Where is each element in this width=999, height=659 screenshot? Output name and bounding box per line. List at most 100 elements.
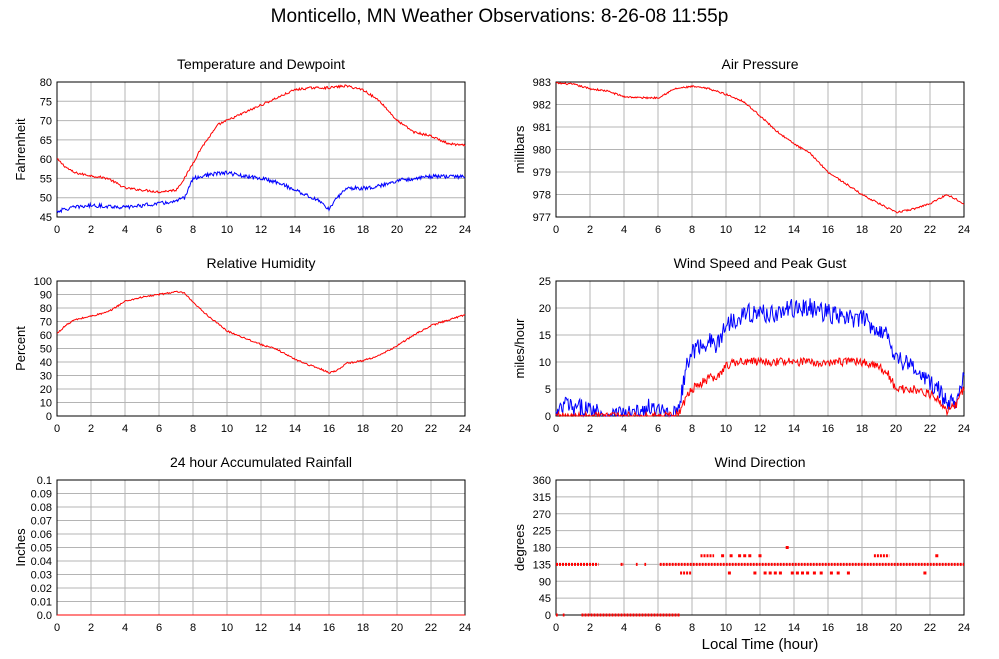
x-tick-label: 20 (890, 224, 902, 236)
x-tick-label: 14 (289, 423, 301, 435)
x-tick-label: 8 (689, 224, 695, 236)
y-axis-label: degrees (512, 524, 527, 571)
plot-frame (555, 479, 965, 616)
x-axis-label: Local Time (hour) (702, 636, 819, 653)
y-tick-label: 982 (533, 100, 551, 112)
x-tick-label: 10 (720, 423, 732, 435)
y-tick-label: 75 (40, 96, 52, 108)
x-tick-label: 16 (323, 622, 335, 634)
x-tick-label: 22 (425, 224, 437, 236)
series-line (56, 170, 466, 214)
x-tick-label: 14 (788, 622, 800, 634)
y-tick-label: 60 (40, 154, 52, 166)
chart-title: 24 hour Accumulated Rainfall (170, 454, 352, 470)
x-tick-label: 18 (856, 622, 868, 634)
x-tick-label: 16 (822, 423, 834, 435)
scatter-point (935, 554, 939, 558)
x-tick-label: 4 (621, 224, 627, 236)
scatter-point (806, 571, 810, 575)
y-tick-label: 977 (533, 212, 551, 224)
y-tick-label: 270 (533, 509, 551, 521)
x-tick-label: 22 (425, 622, 437, 634)
y-tick-label: 10 (40, 398, 52, 410)
scatter-point (729, 554, 733, 558)
series-line (56, 84, 466, 194)
x-tick-label: 2 (88, 423, 94, 435)
y-axis-label: Inches (13, 528, 28, 567)
x-tick-label: 8 (689, 423, 695, 435)
x-tick-label: 14 (788, 224, 800, 236)
scatter-point (738, 554, 742, 558)
x-tick-label: 0 (54, 622, 60, 634)
scatter-point (768, 571, 772, 575)
y-tick-label: 10 (539, 357, 551, 369)
chart-title: Wind Direction (714, 454, 805, 470)
series-line (555, 356, 965, 418)
y-tick-label: 100 (34, 276, 52, 288)
x-tick-label: 18 (357, 423, 369, 435)
y-axis-label: miles/hour (512, 318, 527, 379)
x-tick-label: 4 (621, 622, 627, 634)
x-tick-label: 18 (357, 622, 369, 634)
x-tick-label: 8 (190, 224, 196, 236)
x-tick-label: 24 (958, 622, 970, 634)
x-tick-label: 20 (391, 622, 403, 634)
x-tick-label: 14 (289, 622, 301, 634)
y-tick-label: 0.09 (31, 489, 52, 501)
scatter-point (829, 571, 833, 575)
x-tick-label: 20 (890, 622, 902, 634)
y-tick-label: 70 (40, 317, 52, 329)
scatter-point (773, 571, 777, 575)
x-tick-label: 4 (122, 224, 128, 236)
y-tick-label: 50 (40, 344, 52, 356)
x-tick-label: 24 (958, 224, 970, 236)
y-tick-label: 0.03 (31, 570, 52, 582)
y-axis-label: Fahrenheit (13, 118, 28, 181)
x-tick-label: 12 (754, 622, 766, 634)
scatter-point (836, 571, 840, 575)
x-tick-label: 12 (255, 622, 267, 634)
y-tick-label: 315 (533, 492, 551, 504)
x-tick-label: 0 (54, 224, 60, 236)
x-tick-label: 6 (156, 622, 162, 634)
x-tick-label: 10 (221, 622, 233, 634)
x-tick-label: 24 (459, 423, 471, 435)
y-tick-label: 0 (545, 610, 551, 622)
y-tick-label: 80 (40, 303, 52, 315)
x-tick-label: 0 (553, 423, 559, 435)
plot-frame (56, 81, 466, 218)
scatter-point (923, 571, 927, 575)
series-line (555, 81, 965, 214)
x-tick-label: 0 (553, 224, 559, 236)
plot-frame (56, 280, 466, 417)
y-tick-label: 0.07 (31, 516, 52, 528)
y-tick-label: 55 (40, 173, 52, 185)
x-tick-label: 18 (856, 224, 868, 236)
scatter-point (758, 554, 762, 558)
scatter-point (753, 571, 757, 575)
y-tick-label: 0 (545, 411, 551, 423)
x-tick-label: 24 (958, 423, 970, 435)
y-tick-label: 0.01 (31, 597, 52, 609)
scatter-point (790, 571, 794, 575)
y-tick-label: 980 (533, 145, 551, 157)
x-tick-label: 2 (88, 622, 94, 634)
y-tick-label: 90 (40, 290, 52, 302)
x-tick-label: 10 (221, 224, 233, 236)
x-tick-label: 2 (587, 622, 593, 634)
y-tick-label: 50 (40, 193, 52, 205)
scatter-point (743, 554, 747, 558)
y-tick-label: 80 (40, 77, 52, 89)
x-tick-label: 24 (459, 224, 471, 236)
series-line (555, 298, 965, 418)
y-tick-label: 40 (40, 357, 52, 369)
x-tick-label: 2 (587, 423, 593, 435)
scatter-point (846, 571, 850, 575)
x-tick-label: 12 (754, 224, 766, 236)
x-tick-label: 20 (391, 224, 403, 236)
y-tick-label: 30 (40, 371, 52, 383)
y-tick-label: 0.08 (31, 502, 52, 514)
scatter-point (812, 571, 816, 575)
